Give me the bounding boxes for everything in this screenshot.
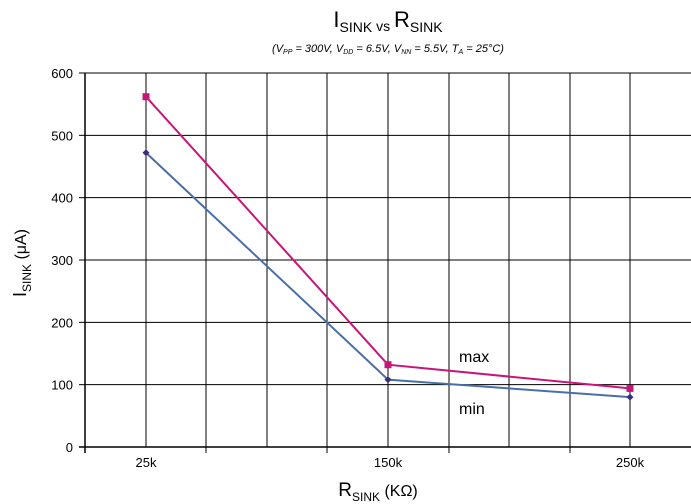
- x-tick-label: 150k: [374, 455, 403, 470]
- y-tick-label: 300: [51, 253, 73, 268]
- x-axis-label: RSINK (KΩ): [338, 480, 417, 504]
- x-tick-labels: 25k 150k 250k: [136, 455, 645, 470]
- y-axis-label: ISINK (μA): [10, 229, 34, 297]
- axes: [79, 72, 691, 453]
- data-point-max: [626, 384, 634, 392]
- y-tick-label: 600: [51, 66, 73, 81]
- y-tick-label: 500: [51, 128, 73, 143]
- y-tick-labels: 0 100 200 300 400 500 600: [51, 66, 73, 455]
- y-tick-label: 100: [51, 378, 73, 393]
- series-layer: [142, 93, 634, 401]
- data-point-min: [384, 376, 392, 384]
- data-point-max: [384, 361, 392, 369]
- y-tick-label: 0: [66, 440, 73, 455]
- annotation-max: max: [459, 349, 489, 366]
- data-point-max: [142, 93, 150, 101]
- data-point-min: [142, 149, 150, 157]
- chart-subtitle: (VPP = 300V, VDD = 6.5V, VNN = 5.5V, TA …: [272, 43, 504, 56]
- y-tick-label: 400: [51, 191, 73, 206]
- y-tick-label: 200: [51, 315, 73, 330]
- data-point-min: [626, 393, 634, 401]
- annotation-min: min: [459, 401, 485, 418]
- chart-title: ISINK vs RSINK: [333, 7, 443, 35]
- x-tick-label: 25k: [136, 455, 157, 470]
- x-tick-label: 250k: [616, 455, 645, 470]
